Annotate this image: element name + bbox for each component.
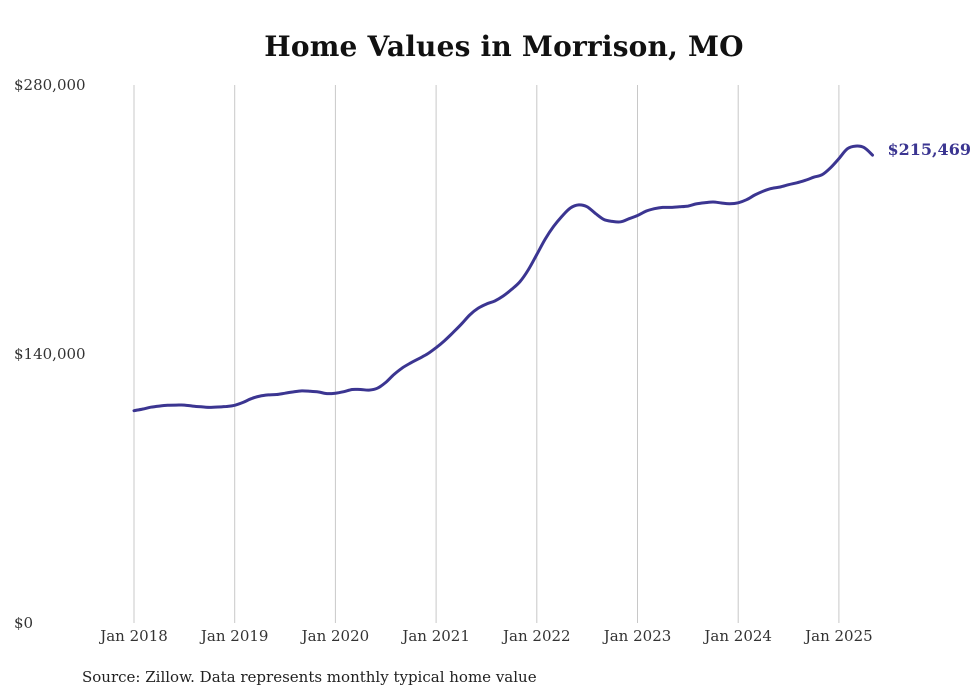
x-tick-label: Jan 2021 (400, 627, 470, 645)
x-tick-label: Jan 2024 (702, 627, 772, 645)
x-tick-label: Jan 2018 (98, 627, 168, 645)
x-tick-label: Jan 2020 (300, 627, 370, 645)
y-axis-tick-labels: $0 $140,000 $280,000 (14, 76, 86, 632)
y-tick-label: $0 (14, 614, 33, 632)
end-value-labels: $215,469 (887, 140, 971, 159)
end-value-label: $215,469 (887, 140, 971, 159)
source-note: Source: Zillow. Data represents monthly … (82, 668, 537, 686)
home-value-line (132, 144, 874, 413)
y-tick-label: $140,000 (14, 345, 86, 363)
chart-title: Home Values in Morrison, MO (264, 30, 744, 63)
y-tick-label: $280,000 (14, 76, 86, 94)
x-tick-label: Jan 2022 (501, 627, 571, 645)
series-home-value (132, 144, 874, 413)
x-tick-label: Jan 2023 (602, 627, 672, 645)
grid-lines (133, 85, 840, 623)
x-axis-tick-labels: Jan 2018 Jan 2019 Jan 2020 Jan 2021 Jan 2022… (98, 627, 872, 645)
x-tick-label: Jan 2025 (803, 627, 873, 645)
x-tick-label: Jan 2019 (199, 627, 269, 645)
